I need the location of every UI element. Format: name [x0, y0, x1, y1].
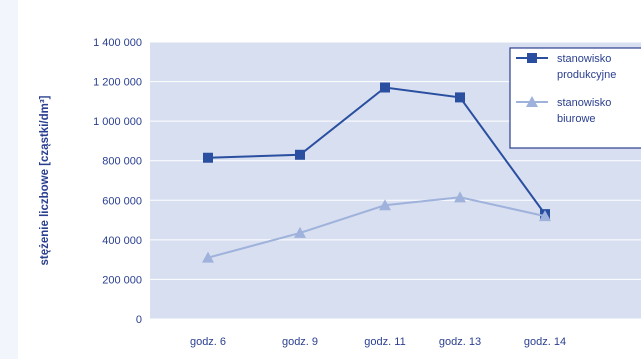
legend-label: produkcyjne	[557, 69, 616, 81]
data-point	[294, 226, 306, 238]
y-tick-label: 200 000	[102, 274, 142, 286]
data-point	[380, 82, 390, 93]
x-tick-label: godz. 13	[439, 336, 481, 348]
data-point	[295, 149, 305, 160]
y-tick-label: 1 200 000	[93, 77, 142, 89]
x-tick-label: godz. 6	[190, 336, 226, 348]
x-tick-label: godz. 9	[282, 336, 318, 348]
y-tick-label: 1 400 000	[93, 37, 142, 49]
data-point	[379, 199, 391, 211]
data-point	[203, 152, 213, 163]
legend-marker	[527, 53, 537, 63]
data-point	[539, 210, 551, 222]
series-group	[202, 82, 551, 263]
legend-label: stanowisko	[557, 53, 611, 65]
y-tick-label: 400 000	[102, 235, 142, 247]
y-axis-ticks: 0 200 000 400 000 600 000 800 000 1 000 000 1 …	[93, 37, 142, 326]
legend-label: biurowe	[557, 113, 596, 125]
y-axis-label: stężenie liczbowe [cząstki/dm³]	[39, 95, 51, 265]
legend: stanowisko produkcyjne stanowisko biurowe	[509, 47, 641, 149]
series-2	[202, 191, 551, 263]
x-tick-label: godz. 14	[524, 336, 566, 348]
y-tick-label: 600 000	[102, 195, 142, 207]
x-tick-label: godz. 11	[364, 336, 405, 348]
gridlines	[150, 41, 641, 320]
legend-marker	[526, 96, 538, 107]
data-point	[454, 191, 466, 203]
y-tick-label: 0	[136, 314, 142, 326]
y-tick-label: 1 000 000	[93, 116, 142, 128]
x-axis-ticks: godz. 6 godz. 9 godz. 11 godz. 13 godz. 14	[190, 336, 566, 348]
data-point	[202, 251, 214, 263]
legend-label: stanowisko	[557, 97, 611, 109]
y-tick-label: 800 000	[102, 156, 142, 168]
frame-border	[0, 0, 18, 359]
data-point	[455, 92, 465, 103]
